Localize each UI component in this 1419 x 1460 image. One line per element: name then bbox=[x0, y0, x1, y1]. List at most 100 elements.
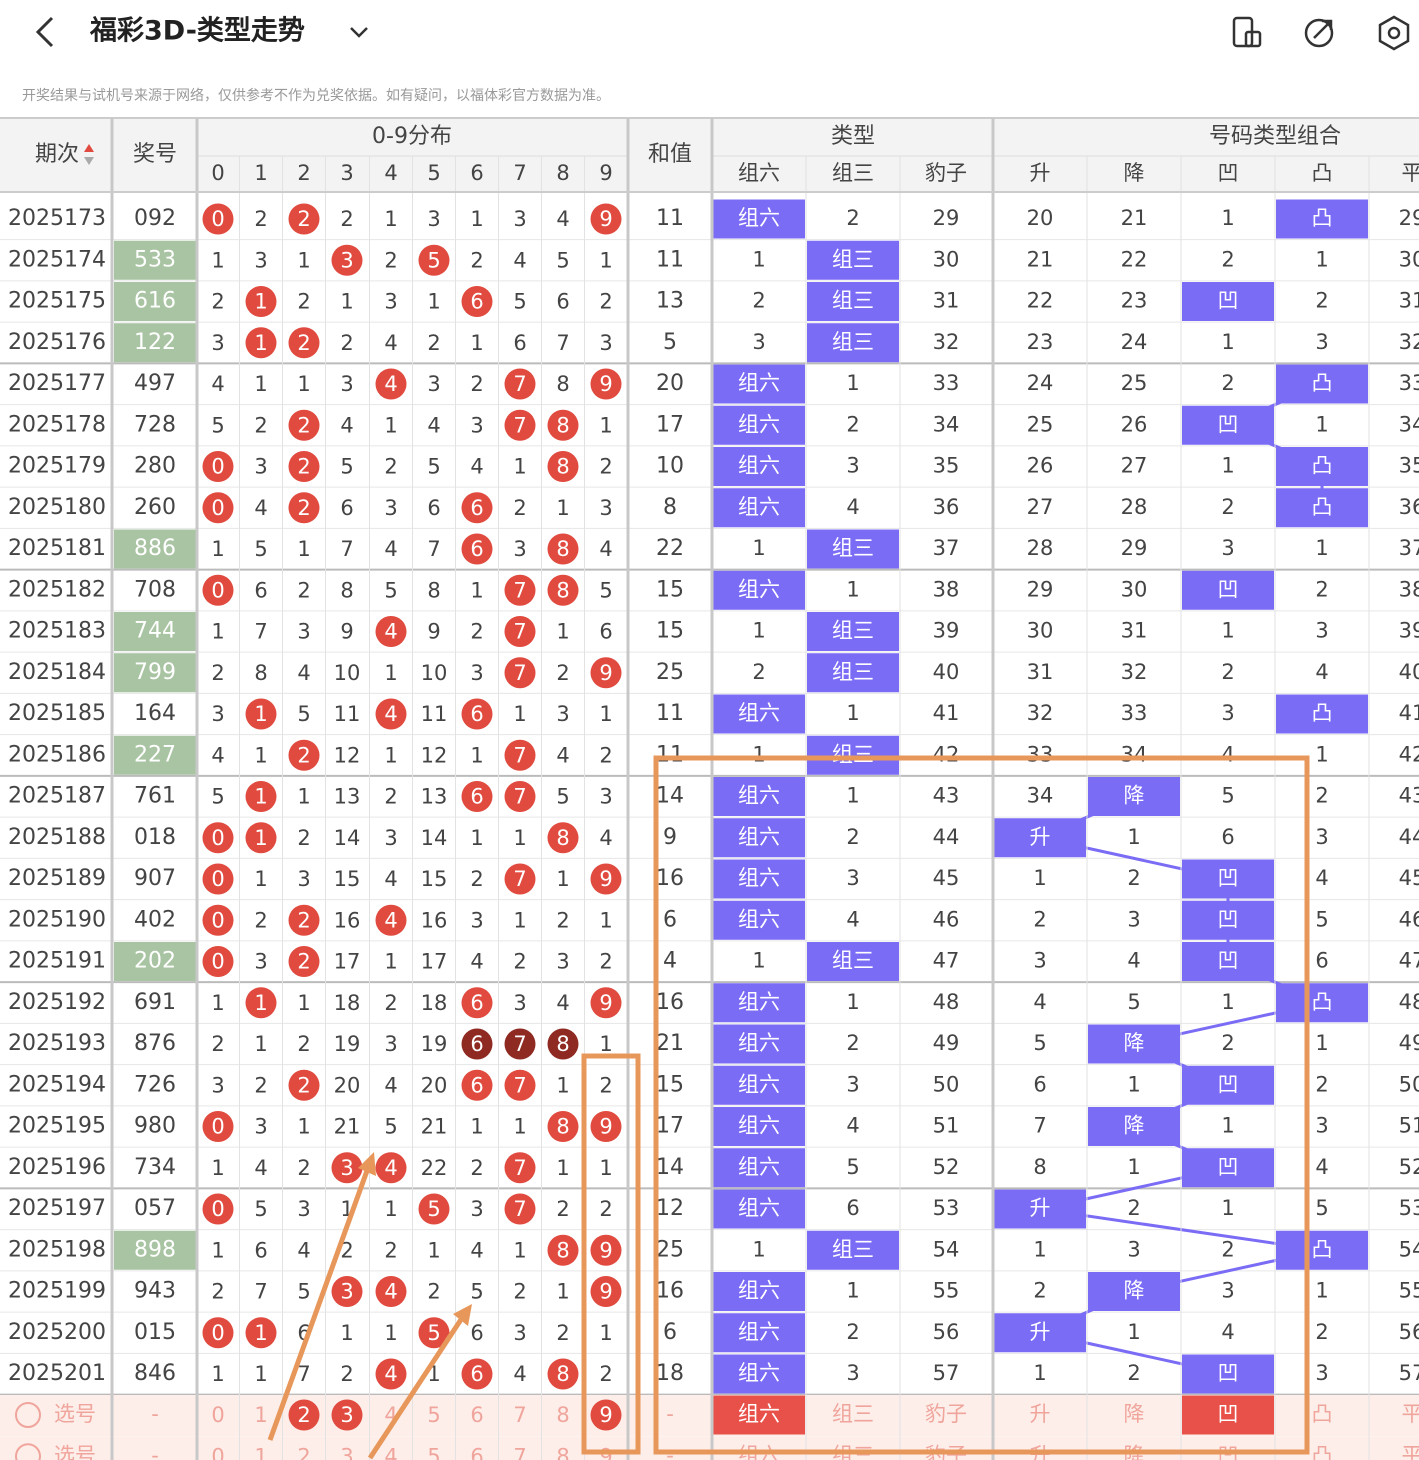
combo-cell: 凸 bbox=[1312, 495, 1333, 519]
digit-cell: 3 bbox=[513, 991, 526, 1015]
hit-ball bbox=[331, 1276, 363, 1307]
sum: 15 bbox=[656, 1072, 684, 1097]
digit-cell: 2 bbox=[427, 331, 440, 355]
selected-cell[interactable] bbox=[1182, 1395, 1274, 1435]
digit-cell: 5 bbox=[384, 578, 397, 602]
combo-cell: 56 bbox=[1399, 1320, 1419, 1344]
digit-cell: 5 bbox=[556, 785, 569, 809]
select-combos[interactable]: 平 bbox=[1402, 1402, 1419, 1426]
type-cell: 40 bbox=[933, 660, 960, 684]
digit-cell: 20 bbox=[334, 1073, 361, 1097]
select-digit[interactable]: 3 bbox=[340, 1403, 353, 1427]
selected-cell[interactable] bbox=[713, 1395, 805, 1435]
select-types[interactable]: 组三 bbox=[832, 1402, 874, 1426]
combo-cell: 2 bbox=[1221, 660, 1234, 684]
type-cell: 组六 bbox=[738, 371, 780, 395]
digit-cell: 2 bbox=[297, 413, 310, 437]
select-digit[interactable]: 1 bbox=[254, 1444, 267, 1460]
select-combos[interactable]: 升 bbox=[1030, 1402, 1051, 1426]
type-cell: 组三 bbox=[832, 949, 874, 973]
select-digit[interactable]: 1 bbox=[254, 1403, 267, 1427]
select-combos[interactable]: 降 bbox=[1124, 1402, 1145, 1426]
select-radio[interactable] bbox=[15, 1443, 41, 1460]
share-icon[interactable] bbox=[1304, 18, 1334, 48]
select-digit[interactable]: 0 bbox=[211, 1444, 224, 1460]
hit-ball bbox=[288, 203, 320, 235]
select-digit[interactable]: 4 bbox=[384, 1444, 397, 1460]
select-digit[interactable]: 6 bbox=[470, 1444, 483, 1460]
select-digit[interactable]: 8 bbox=[556, 1403, 569, 1427]
select-digit[interactable]: 7 bbox=[513, 1444, 526, 1460]
period: 2025197 bbox=[8, 1196, 106, 1221]
digit-cell: 3 bbox=[211, 702, 224, 726]
select-types[interactable]: 组六 bbox=[738, 1402, 780, 1426]
hit-ball bbox=[461, 1069, 493, 1101]
digit-cell: 2 bbox=[340, 1362, 353, 1386]
combo-cell: 28 bbox=[1027, 536, 1054, 560]
type-cell: 组三 bbox=[832, 619, 874, 643]
digit-cell: 4 bbox=[384, 1073, 397, 1097]
digit-cell: 3 bbox=[211, 331, 224, 355]
sort-up[interactable] bbox=[84, 144, 94, 152]
digit-cell: 3 bbox=[254, 248, 267, 272]
digit-cell: 6 bbox=[470, 1362, 483, 1386]
select-digit[interactable]: 2 bbox=[297, 1403, 310, 1427]
type-cell: 31 bbox=[933, 289, 960, 313]
sort-down[interactable] bbox=[84, 157, 94, 165]
digit-cell: 1 bbox=[211, 248, 224, 272]
select-combos[interactable]: 凹 bbox=[1218, 1402, 1239, 1426]
period-header[interactable]: 期次 bbox=[35, 142, 79, 167]
select-digit[interactable]: 3 bbox=[340, 1444, 353, 1460]
combo-cell: 21 bbox=[1027, 247, 1054, 271]
combo-cell: 46 bbox=[1399, 907, 1419, 931]
select-digit[interactable]: 7 bbox=[513, 1403, 526, 1427]
digit-cell: 7 bbox=[513, 1032, 526, 1056]
digit-cell: 13 bbox=[421, 785, 448, 809]
select-digit[interactable]: 6 bbox=[470, 1403, 483, 1427]
combo-cell: 41 bbox=[1399, 701, 1419, 725]
number: 122 bbox=[134, 330, 176, 355]
hit-ball bbox=[461, 1028, 493, 1060]
dropdown[interactable] bbox=[350, 27, 368, 38]
sum: 15 bbox=[656, 577, 684, 602]
hit-ball bbox=[590, 1276, 622, 1307]
hit-ball bbox=[245, 327, 277, 359]
selected-ball[interactable] bbox=[590, 1399, 622, 1431]
combo-subheader: 升 bbox=[1030, 161, 1051, 185]
select-digit[interactable]: 5 bbox=[427, 1403, 440, 1427]
select-digit[interactable]: 9 bbox=[599, 1403, 612, 1427]
type-cell: 48 bbox=[933, 990, 960, 1014]
hit-ball bbox=[202, 1317, 234, 1349]
select-digit[interactable]: 2 bbox=[297, 1444, 310, 1460]
selected-ball[interactable] bbox=[288, 1399, 320, 1431]
combo-cell: 凸 bbox=[1312, 1237, 1333, 1261]
select-types[interactable]: 豹子 bbox=[925, 1402, 967, 1426]
combo-cell: 20 bbox=[1027, 206, 1054, 230]
select-combos[interactable]: 凸 bbox=[1312, 1402, 1333, 1426]
type-hit bbox=[807, 1230, 899, 1270]
page-title[interactable]: 福彩3D-类型走势 bbox=[89, 16, 305, 47]
select-digit[interactable]: 0 bbox=[211, 1403, 224, 1427]
digit-cell: 4 bbox=[297, 661, 310, 685]
select-radio[interactable] bbox=[15, 1402, 41, 1428]
back-button[interactable] bbox=[35, 16, 54, 48]
hit-ball bbox=[504, 368, 536, 400]
digit-cell: 5 bbox=[427, 1197, 440, 1221]
type-hit bbox=[713, 1189, 805, 1229]
select-combos[interactable]: 凸 bbox=[1312, 1443, 1333, 1460]
select-combos[interactable]: 平 bbox=[1402, 1443, 1419, 1460]
select-label[interactable]: 选号 bbox=[54, 1443, 96, 1460]
selected-ball[interactable] bbox=[331, 1399, 363, 1431]
combo-cell: 23 bbox=[1027, 330, 1054, 354]
settings-icon[interactable] bbox=[1378, 15, 1410, 51]
sum: 16 bbox=[656, 866, 684, 891]
digit-cell: 9 bbox=[340, 620, 353, 644]
digit-cell: 15 bbox=[334, 867, 361, 891]
sum: 17 bbox=[656, 1114, 684, 1139]
combo-cell: 31 bbox=[1027, 660, 1054, 684]
period: 2025190 bbox=[8, 907, 106, 932]
toolbar-icons bbox=[1232, 15, 1410, 51]
select-digit[interactable]: 5 bbox=[427, 1444, 440, 1460]
select-digit[interactable]: 8 bbox=[556, 1444, 569, 1460]
select-label[interactable]: 选号 bbox=[54, 1402, 96, 1426]
